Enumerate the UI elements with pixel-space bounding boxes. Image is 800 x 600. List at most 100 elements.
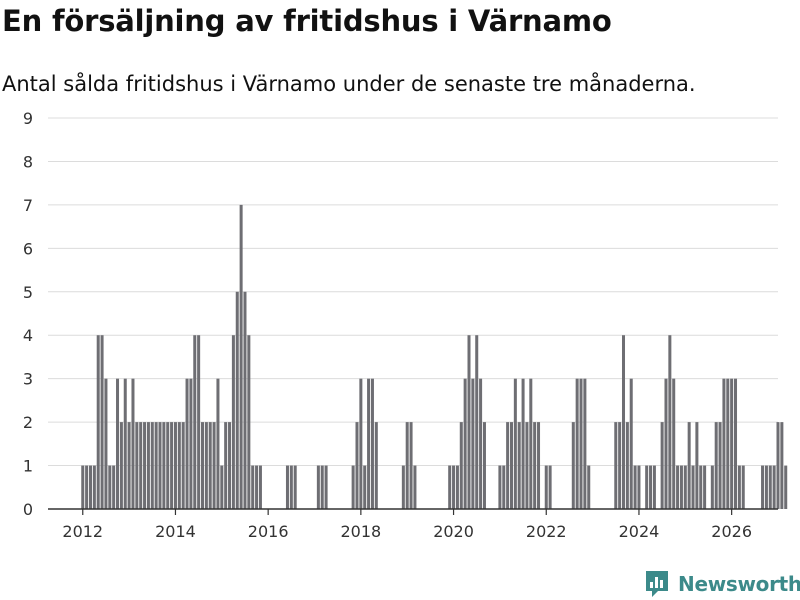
bar — [618, 422, 622, 509]
bar — [471, 378, 475, 509]
bar — [316, 465, 320, 509]
bar — [683, 465, 687, 509]
bar — [625, 422, 629, 509]
bar — [212, 422, 216, 509]
x-tick-label: 2026 — [711, 522, 752, 541]
bar — [583, 378, 587, 509]
bar — [363, 465, 367, 509]
bar — [482, 422, 486, 509]
y-tick-label: 9 — [23, 109, 33, 128]
bar — [231, 335, 235, 509]
bar — [679, 465, 683, 509]
chart-subtitle: Antal sålda fritidshus i Värnamo under d… — [2, 72, 696, 96]
newsworthy-logo-icon — [646, 571, 668, 597]
bar — [784, 465, 788, 509]
bar — [691, 465, 695, 509]
y-tick-label: 7 — [23, 196, 33, 215]
chart-title: En försäljning av fritidshus i Värnamo — [2, 4, 612, 38]
bar — [506, 422, 510, 509]
bar — [672, 378, 676, 509]
bar — [162, 422, 166, 509]
bar — [123, 378, 127, 509]
bar — [131, 378, 135, 509]
bar — [676, 465, 680, 509]
bar — [687, 422, 691, 509]
bar — [703, 465, 707, 509]
bar — [571, 422, 575, 509]
bar — [776, 422, 780, 509]
bar — [455, 465, 459, 509]
bar — [633, 465, 637, 509]
bar — [112, 465, 116, 509]
bar — [320, 465, 324, 509]
bar — [737, 465, 741, 509]
bar — [517, 422, 521, 509]
bar — [293, 465, 297, 509]
bar-chart: 0123456789120122014201620182020202220242… — [23, 109, 788, 541]
x-tick-label: 2020 — [433, 522, 474, 541]
bar — [764, 465, 768, 509]
bar — [587, 465, 591, 509]
bar — [116, 378, 120, 509]
bar — [255, 465, 259, 509]
bar — [92, 465, 96, 509]
y-tick-label: 5 — [23, 283, 33, 302]
bar — [722, 378, 726, 509]
newsworthy-brand: Newsworthy — [644, 568, 800, 600]
bar — [177, 422, 181, 509]
bar — [235, 291, 239, 509]
bar — [139, 422, 143, 509]
bar — [108, 465, 112, 509]
bar — [463, 378, 467, 509]
bar — [247, 335, 251, 509]
bar — [243, 291, 247, 509]
bar — [104, 378, 108, 509]
bar — [158, 422, 162, 509]
bar — [614, 422, 618, 509]
x-tick-label: 2022 — [526, 522, 567, 541]
bar — [96, 335, 100, 509]
bar — [166, 422, 170, 509]
bar — [81, 465, 85, 509]
y-tick-label: 3 — [23, 370, 33, 389]
bar — [475, 335, 479, 509]
bar — [355, 422, 359, 509]
x-tick-label: 2014 — [155, 522, 196, 541]
bar — [467, 335, 471, 509]
bar — [351, 465, 355, 509]
bar — [498, 465, 502, 509]
bar — [324, 465, 328, 509]
x-tick-label: 2016 — [248, 522, 289, 541]
bar — [405, 422, 409, 509]
bar — [718, 422, 722, 509]
bar — [409, 422, 413, 509]
bar — [772, 465, 776, 509]
bar — [220, 465, 224, 509]
bar — [652, 465, 656, 509]
bar — [621, 335, 626, 509]
bar — [537, 422, 541, 509]
bar — [193, 335, 197, 509]
bar — [170, 422, 174, 509]
bar — [645, 465, 649, 509]
bar — [734, 378, 738, 509]
bar — [85, 465, 89, 509]
bar — [150, 422, 154, 509]
bar — [479, 378, 483, 509]
bar — [575, 378, 579, 509]
bar — [730, 378, 734, 509]
brand-name: Newsworthy — [678, 572, 800, 596]
bar — [521, 378, 525, 509]
bar — [185, 378, 189, 509]
bar — [181, 422, 185, 509]
bar — [135, 422, 139, 509]
bar — [629, 378, 633, 509]
bar — [413, 465, 417, 509]
bar — [544, 465, 548, 509]
x-tick-label: 2024 — [619, 522, 660, 541]
bar — [127, 422, 131, 509]
bar — [741, 465, 745, 509]
bar — [100, 335, 104, 509]
y-tick-label: 0 — [23, 500, 33, 519]
bar — [173, 422, 177, 509]
